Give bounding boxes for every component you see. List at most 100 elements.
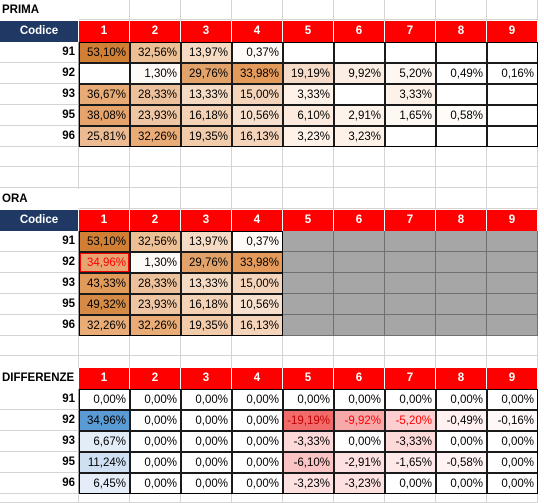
differenze-data-cell[interactable]: -3,33% <box>283 431 334 452</box>
prima-data-cell[interactable]: 13,33% <box>181 84 232 105</box>
prima-data-cell[interactable]: 1,65% <box>385 105 436 126</box>
prima-data-cell[interactable]: 36,67% <box>79 84 130 105</box>
ora-col-header[interactable]: 4 <box>232 210 283 231</box>
prima-data-cell[interactable]: 10,56% <box>232 105 283 126</box>
empty-cell[interactable] <box>130 0 181 20</box>
prima-data-cell[interactable]: 9,92% <box>334 63 385 84</box>
prima-row-code[interactable]: 93 <box>0 84 79 105</box>
ora-data-cell[interactable] <box>487 231 538 252</box>
prima-codice-header[interactable]: Codice <box>0 21 79 42</box>
prima-col-header[interactable]: 8 <box>436 21 487 42</box>
prima-data-cell[interactable] <box>487 42 538 63</box>
prima-data-cell[interactable]: 0,16% <box>487 63 538 84</box>
ora-data-cell[interactable] <box>385 252 436 273</box>
ora-col-header[interactable]: 6 <box>334 210 385 231</box>
differenze-data-cell[interactable]: 0,00% <box>385 389 436 410</box>
ora-col-header[interactable]: 5 <box>283 210 334 231</box>
differenze-data-cell[interactable]: 0,00% <box>130 410 181 431</box>
ora-data-cell[interactable] <box>283 231 334 252</box>
prima-data-cell[interactable]: 0,37% <box>232 42 283 63</box>
ora-data-cell[interactable] <box>334 231 385 252</box>
differenze-data-cell[interactable]: -0,49% <box>436 410 487 431</box>
differenze-data-cell[interactable]: 0,00% <box>130 452 181 473</box>
ora-data-cell[interactable]: 1,30% <box>130 252 181 273</box>
ora-data-cell[interactable]: 32,26% <box>130 315 181 336</box>
prima-data-cell[interactable]: 3,23% <box>334 126 385 147</box>
differenze-row-code[interactable]: 95 <box>0 452 79 473</box>
differenze-data-cell[interactable]: -6,10% <box>283 452 334 473</box>
empty-cell[interactable] <box>130 335 181 356</box>
differenze-data-cell[interactable]: 0,00% <box>181 431 232 452</box>
empty-cell[interactable] <box>232 188 283 209</box>
empty-cell[interactable] <box>334 188 385 209</box>
prima-col-header[interactable]: 3 <box>181 21 232 42</box>
empty-cell[interactable] <box>130 167 181 188</box>
prima-data-cell[interactable]: 23,93% <box>130 105 181 126</box>
empty-cell[interactable] <box>181 0 232 20</box>
differenze-data-cell[interactable]: 0,00% <box>181 389 232 410</box>
empty-cell[interactable] <box>130 188 181 209</box>
ora-col-header[interactable]: 3 <box>181 210 232 231</box>
empty-cell[interactable] <box>0 335 79 356</box>
ora-col-header[interactable]: 2 <box>130 210 181 231</box>
differenze-data-cell[interactable]: 0,00% <box>436 431 487 452</box>
prima-data-cell[interactable] <box>79 63 130 84</box>
ora-data-cell[interactable] <box>385 273 436 294</box>
prima-data-cell[interactable]: 28,33% <box>130 84 181 105</box>
empty-cell[interactable] <box>181 167 232 188</box>
empty-cell[interactable] <box>283 335 334 356</box>
differenze-data-cell[interactable]: 0,00% <box>79 389 130 410</box>
prima-data-cell[interactable]: 3,23% <box>283 126 334 147</box>
differenze-data-cell[interactable]: -3,33% <box>385 431 436 452</box>
prima-col-header[interactable]: 2 <box>130 21 181 42</box>
prima-row-code[interactable]: 95 <box>0 105 79 126</box>
ora-data-cell[interactable] <box>334 315 385 336</box>
ora-data-cell[interactable] <box>487 294 538 315</box>
empty-cell[interactable] <box>385 167 436 188</box>
ora-data-cell[interactable]: 43,33% <box>79 273 130 294</box>
differenze-row-code[interactable]: 93 <box>0 431 79 452</box>
empty-cell[interactable] <box>487 335 538 356</box>
empty-cell[interactable] <box>0 146 79 167</box>
empty-cell[interactable] <box>436 146 487 167</box>
prima-data-cell[interactable]: 6,10% <box>283 105 334 126</box>
differenze-data-cell[interactable]: -0,16% <box>487 410 538 431</box>
differenze-data-cell[interactable]: -5,20% <box>385 410 436 431</box>
empty-cell[interactable] <box>334 0 385 20</box>
differenze-data-cell[interactable]: 0,00% <box>130 431 181 452</box>
prima-title[interactable]: PRIMA <box>0 0 79 21</box>
ora-data-cell[interactable] <box>385 294 436 315</box>
prima-data-cell[interactable] <box>385 126 436 147</box>
ora-data-cell[interactable]: 32,26% <box>79 315 130 336</box>
empty-cell[interactable] <box>79 146 130 167</box>
ora-row-code[interactable]: 96 <box>0 315 79 336</box>
ora-data-cell[interactable]: 49,32% <box>79 294 130 315</box>
empty-cell[interactable] <box>385 335 436 356</box>
ora-row-code[interactable]: 92 <box>0 252 79 273</box>
prima-data-cell[interactable]: 25,81% <box>79 126 130 147</box>
ora-data-cell[interactable]: 0,37% <box>232 231 283 252</box>
prima-data-cell[interactable] <box>487 126 538 147</box>
prima-data-cell[interactable]: 53,10% <box>79 42 130 63</box>
ora-data-cell[interactable]: 33,98% <box>232 252 283 273</box>
empty-cell[interactable] <box>334 335 385 356</box>
empty-cell[interactable] <box>79 167 130 188</box>
prima-col-header[interactable]: 1 <box>79 21 130 42</box>
ora-data-cell[interactable] <box>385 315 436 336</box>
differenze-data-cell[interactable]: 0,00% <box>487 431 538 452</box>
ora-data-cell[interactable] <box>436 231 487 252</box>
empty-cell[interactable] <box>385 188 436 209</box>
prima-data-cell[interactable]: 3,33% <box>283 84 334 105</box>
differenze-data-cell[interactable]: 0,00% <box>334 431 385 452</box>
differenze-data-cell[interactable]: 6,67% <box>79 431 130 452</box>
prima-row-code[interactable]: 96 <box>0 126 79 147</box>
ora-data-cell[interactable] <box>487 252 538 273</box>
empty-cell[interactable] <box>0 167 79 188</box>
prima-data-cell[interactable] <box>487 84 538 105</box>
empty-cell[interactable] <box>232 0 283 20</box>
prima-data-cell[interactable]: 32,26% <box>130 126 181 147</box>
prima-data-cell[interactable] <box>436 126 487 147</box>
ora-data-cell[interactable]: 23,93% <box>130 294 181 315</box>
prima-col-header[interactable]: 7 <box>385 21 436 42</box>
ora-data-cell[interactable] <box>283 273 334 294</box>
